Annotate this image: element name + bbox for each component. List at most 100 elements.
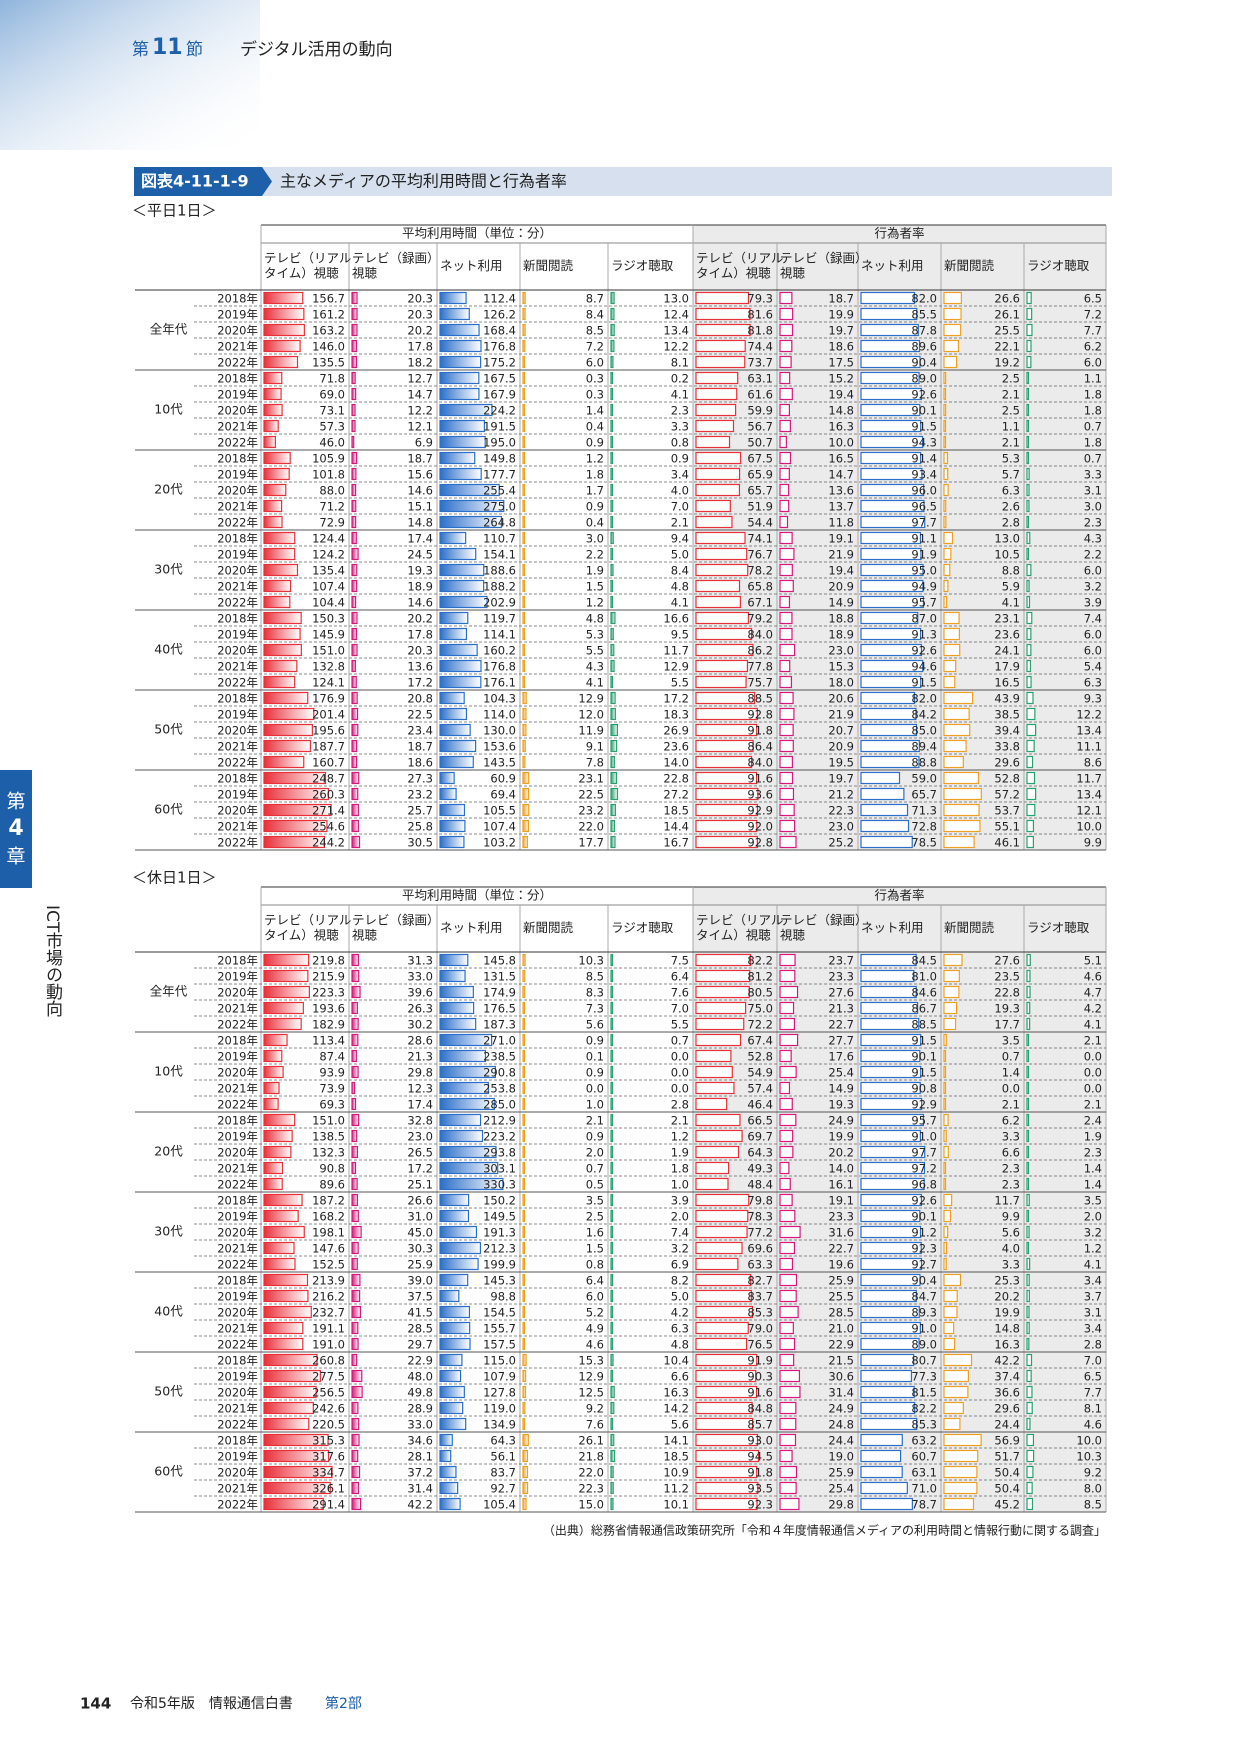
bar xyxy=(943,1337,956,1351)
cell-value: 85.3 xyxy=(747,1306,773,1320)
section-suffix: 節 xyxy=(186,40,203,60)
cell-value: 130.0 xyxy=(483,724,516,738)
part: 第2部 xyxy=(325,1695,362,1712)
year: 2021年 xyxy=(217,740,258,754)
bar xyxy=(860,819,910,833)
bar xyxy=(860,467,923,481)
cell-value: 25.4 xyxy=(828,1482,854,1496)
cell-value: 2.1 xyxy=(1084,1034,1102,1048)
bar xyxy=(943,1017,957,1031)
bar xyxy=(263,387,282,401)
cell-value: 17.7 xyxy=(578,836,604,850)
bar xyxy=(522,1129,526,1143)
cell-value: 6.0 xyxy=(586,1290,604,1304)
cell-value: 71.3 xyxy=(911,804,937,818)
bar xyxy=(1026,1097,1030,1111)
bar xyxy=(351,563,358,577)
bar xyxy=(610,291,615,305)
cell-value: 73.7 xyxy=(747,356,773,370)
bar xyxy=(695,467,741,481)
bar xyxy=(860,1129,921,1143)
bar xyxy=(439,387,480,401)
year: 2019年 xyxy=(217,970,258,984)
cell-value: 79.0 xyxy=(747,1322,773,1336)
bar xyxy=(439,1017,477,1031)
bar xyxy=(695,803,759,817)
bar xyxy=(695,787,759,801)
bar xyxy=(610,467,614,481)
cell-value: 4.1 xyxy=(1084,1018,1102,1032)
year: 2020年 xyxy=(217,986,258,1000)
cell-value: 84.7 xyxy=(911,1290,937,1304)
bar xyxy=(779,627,793,641)
column-header: ネット利用 xyxy=(440,258,503,273)
cell-value: 20.2 xyxy=(407,612,433,626)
bar xyxy=(351,953,359,967)
cell-value: 12.0 xyxy=(578,708,604,722)
cell-value: 6.5 xyxy=(1084,1370,1102,1384)
bar xyxy=(351,819,359,833)
cell-value: 1.4 xyxy=(1002,1066,1020,1080)
bar xyxy=(439,451,476,465)
cell-value: 91.8 xyxy=(747,1466,773,1480)
bar xyxy=(1026,291,1032,305)
cell-value: 176.5 xyxy=(483,1002,516,1016)
bar xyxy=(695,355,746,369)
bar xyxy=(610,1305,614,1319)
bar xyxy=(263,547,296,561)
bar xyxy=(263,1081,280,1095)
cell-value: 25.7 xyxy=(407,804,433,818)
cell-value: 12.9 xyxy=(663,660,689,674)
bar xyxy=(263,675,296,689)
cell-value: 242.6 xyxy=(312,1402,345,1416)
rate-group-header: 行為者率 xyxy=(874,226,924,241)
header: 第 11 節 デジタル活用の動向 xyxy=(132,35,393,60)
bar xyxy=(943,403,947,417)
bar xyxy=(610,1369,614,1383)
cell-value: 28.6 xyxy=(407,1034,433,1048)
cell-value: 91.5 xyxy=(911,676,937,690)
bar xyxy=(351,1177,358,1191)
bar xyxy=(779,1257,794,1271)
bar xyxy=(1026,371,1030,385)
cell-value: 8.1 xyxy=(1084,1402,1102,1416)
bar xyxy=(522,499,526,513)
cell-value: 92.6 xyxy=(911,388,937,402)
cell-value: 19.3 xyxy=(407,564,433,578)
bar xyxy=(695,563,749,577)
cell-value: 84.0 xyxy=(747,628,773,642)
bar xyxy=(522,1241,526,1255)
cell-value: 134.9 xyxy=(483,1418,516,1432)
cell-value: 98.8 xyxy=(490,1290,516,1304)
cell-value: 48.0 xyxy=(407,1370,433,1384)
cell-value: 3.5 xyxy=(1084,1194,1102,1208)
cell-value: 5.1 xyxy=(1084,954,1102,968)
bar xyxy=(779,419,791,433)
bar xyxy=(860,1289,917,1303)
cell-value: 18.5 xyxy=(663,1450,689,1464)
cell-value: 0.9 xyxy=(671,452,689,466)
cell-value: 17.2 xyxy=(407,1162,433,1176)
cell-value: 138.5 xyxy=(312,1130,345,1144)
cell-value: 67.4 xyxy=(747,1034,773,1048)
section-label: ＜休日1日＞ xyxy=(132,869,217,887)
bar xyxy=(439,1113,482,1127)
cell-value: 24.5 xyxy=(407,548,433,562)
year: 2022年 xyxy=(217,596,258,610)
bar xyxy=(695,339,746,353)
bar xyxy=(522,339,526,353)
bar xyxy=(779,643,796,657)
cell-value: 31.6 xyxy=(828,1226,854,1240)
cell-value: 24.4 xyxy=(828,1434,854,1448)
cell-value: 52.8 xyxy=(747,1050,773,1064)
bar xyxy=(695,1497,758,1511)
bar xyxy=(1026,835,1034,849)
bar xyxy=(695,403,737,417)
bar xyxy=(439,969,466,983)
cell-value: 114.0 xyxy=(483,708,516,722)
year: 2020年 xyxy=(217,1066,258,1080)
bar xyxy=(610,611,616,625)
cell-value: 127.8 xyxy=(483,1386,516,1400)
cell-value: 0.9 xyxy=(586,1130,604,1144)
